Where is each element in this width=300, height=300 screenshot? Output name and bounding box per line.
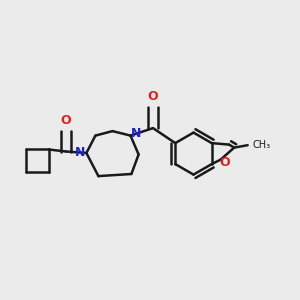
Text: O: O	[61, 114, 71, 127]
Text: O: O	[220, 156, 230, 169]
Text: N: N	[75, 146, 85, 160]
Text: N: N	[131, 127, 142, 140]
Text: CH₃: CH₃	[252, 140, 270, 150]
Text: O: O	[148, 90, 158, 103]
